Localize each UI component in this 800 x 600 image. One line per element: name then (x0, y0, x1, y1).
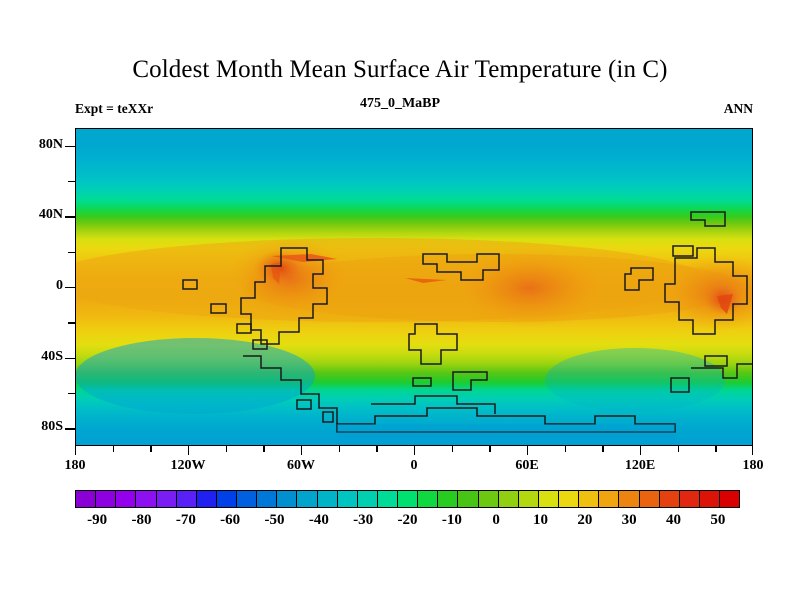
xtick-40e (489, 446, 491, 452)
ytick-20n (68, 251, 75, 254)
xtick-40w (338, 446, 341, 452)
colorbar-tick-label: -90 (87, 512, 108, 528)
colorbar-cell (176, 491, 197, 507)
ytick-80s (65, 428, 75, 430)
colorbar-cell (317, 491, 338, 507)
colorbar-cell (377, 491, 398, 507)
colorbar-cell (418, 491, 439, 507)
colorbar-tick-label: -30 (353, 512, 374, 528)
colorbar-tick-label: 30 (621, 512, 637, 528)
colorbar-cell (559, 491, 580, 507)
colorbar-tick-label: 50 (710, 512, 726, 528)
period-label: ANN (723, 101, 753, 116)
ytick-0 (65, 287, 75, 289)
ytick-60s (68, 393, 75, 395)
colorbar-cell (538, 491, 559, 507)
colorbar-tick-label: -70 (175, 512, 196, 528)
xtick-60e (527, 446, 529, 455)
ylabel-80n: 80N (38, 137, 63, 152)
xlabel-180w: 180 (64, 458, 86, 473)
colorbar-cell (679, 491, 700, 507)
colorbar-tick-label: -20 (397, 512, 418, 528)
ytick-40s (65, 357, 75, 360)
xtick-140e (677, 446, 680, 452)
ytick-20s (68, 322, 75, 324)
xtick-140w (150, 446, 152, 452)
colorbar-tick-label: -50 (264, 512, 285, 528)
xtick-160w (112, 446, 115, 452)
map-plot-area: 80N 40N 0 40S 80S 180 120W 60W 0 60E 120… (39, 128, 764, 473)
colorbar-cell (96, 491, 117, 507)
colorbar-cell (196, 491, 217, 507)
ytick-80n (65, 145, 75, 148)
ylabel-40n: 40N (38, 207, 63, 222)
xtick-160e (715, 446, 717, 452)
colorbar-tick-label: -10 (441, 512, 462, 528)
colorbar-cell (518, 491, 539, 507)
colorbar-cell (639, 491, 660, 507)
colorbar-tick-label: 10 (533, 512, 548, 528)
colorbar-cell (720, 491, 740, 507)
xtick-20w (376, 446, 378, 452)
xtick-100e (602, 446, 604, 452)
xtick-80e (564, 446, 567, 452)
xtick-120e (640, 446, 642, 455)
colorbar-tick-label: 40 (666, 512, 681, 528)
experiment-label: Expt = teXXr (75, 101, 154, 116)
xlabel-60w: 60W (287, 458, 315, 473)
colorbar-cell (599, 491, 620, 507)
colorbar-cell (337, 491, 358, 507)
colorbar-cell (619, 491, 640, 507)
colorbar-cell (699, 491, 720, 507)
xlabel-0: 0 (410, 458, 418, 473)
colorbar-cell (478, 491, 499, 507)
xtick-180e (751, 446, 753, 455)
colorbar-cell (76, 491, 97, 507)
colorbar-tick-label: 20 (577, 512, 593, 528)
run-label: 475_0_MaBP (359, 96, 441, 111)
xtick-20e (451, 446, 454, 452)
colorbar-swatches (75, 490, 740, 508)
colorbar-cell (257, 491, 278, 507)
colorbar-cell (579, 491, 600, 507)
ylabel-40s: 40S (41, 349, 63, 364)
xtick-120w (188, 446, 190, 455)
xtick-60w (301, 446, 303, 455)
ylabel-80s: 80S (41, 419, 63, 434)
ylabel-0: 0 (56, 278, 63, 293)
xtick-80w (263, 446, 265, 452)
colorbar-tick-label: 0 (492, 512, 500, 528)
page-title: Coldest Month Mean Surface Air Temperatu… (132, 56, 668, 83)
xtick-0 (414, 446, 416, 455)
colorbar-tick-label: -60 (220, 512, 241, 528)
xtick-100w (225, 446, 228, 452)
colorbar (75, 490, 740, 508)
xlabel-60e: 60E (515, 458, 539, 473)
colorbar-cell (357, 491, 378, 507)
colorbar-cell (277, 491, 298, 507)
colorbar-cell (398, 491, 419, 507)
ytick-60n (68, 181, 75, 183)
xlabel-180e: 180 (742, 458, 764, 473)
xlabel-120e: 120E (624, 458, 656, 473)
colorbar-cell (156, 491, 177, 507)
colorbar-cell (216, 491, 237, 507)
colorbar-cell (297, 491, 318, 507)
ytick-40n (65, 216, 75, 218)
colorbar-cell (659, 491, 680, 507)
xlabel-120w: 120W (170, 458, 206, 473)
xtick-180w (75, 446, 77, 455)
temperature-map (75, 128, 753, 446)
colorbar-cell (136, 491, 157, 507)
colorbar-tick-label: -40 (308, 512, 329, 528)
colorbar-tick-label: -80 (131, 512, 152, 528)
colorbar-cell (116, 491, 137, 507)
colorbar-cell (237, 491, 258, 507)
colorbar-cell (458, 491, 479, 507)
colorbar-cell (438, 491, 459, 507)
colorbar-cell (498, 491, 519, 507)
